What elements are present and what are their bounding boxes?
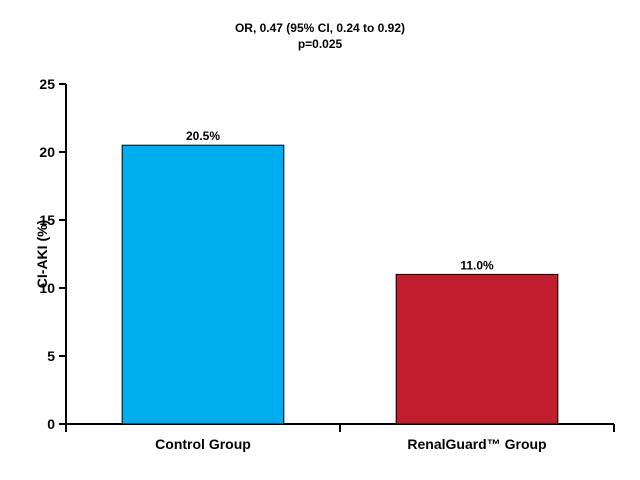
x-category-label: RenalGuard™ Group (407, 436, 546, 452)
chart-title-line-2: p=0.025 (297, 37, 343, 51)
bar (121, 144, 285, 425)
y-tick-label: 15 (39, 212, 55, 228)
y-tick-label: 10 (39, 280, 55, 296)
x-category-label: Control Group (155, 436, 251, 452)
y-tick-label: 5 (47, 348, 55, 364)
chart-title-line-1: OR, 0.47 (95% CI, 0.24 to 0.92) (234, 21, 406, 35)
bar-value-label: 11.0% (460, 258, 494, 272)
bar (395, 273, 559, 425)
y-tick-label: 0 (47, 416, 55, 432)
bar-value-label: 20.5% (186, 129, 220, 143)
y-tick-label: 20 (39, 144, 55, 160)
y-tick-label: 25 (39, 76, 55, 92)
